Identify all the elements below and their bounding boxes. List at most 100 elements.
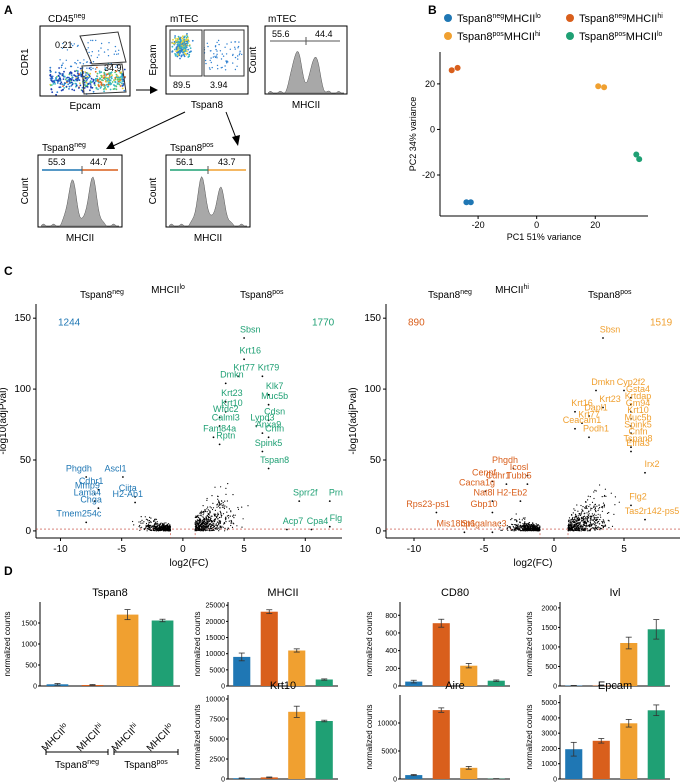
density-point (109, 76, 111, 79)
volcano-point (538, 528, 541, 530)
volcano-point (574, 509, 576, 511)
density-point (51, 91, 54, 94)
bar-y-tick-label: 2000 (541, 605, 557, 612)
volcano-point (200, 510, 203, 512)
volcano-point (230, 522, 232, 525)
density-point (98, 54, 100, 56)
density-point (114, 45, 117, 48)
volcano-point (154, 520, 156, 522)
volcano-highlight-point (505, 483, 508, 485)
volcano-point (226, 515, 228, 517)
histogram-tspan8pos-mhcii: Tspan8pos 56.1 43.7 Count MHCII (148, 142, 251, 244)
pca-y-tick-label: 0 (430, 124, 435, 134)
density-point (86, 78, 88, 81)
volcano-point (205, 510, 207, 513)
volcano-point (573, 519, 575, 521)
density-point (67, 83, 70, 86)
bar-chart-title: Ivl (610, 587, 621, 599)
bar-y-tick-label: 5000 (381, 749, 397, 756)
volcano-gene-label-pos: Lypd3 (250, 412, 274, 422)
density-point (220, 58, 223, 60)
volcano-point (595, 528, 597, 530)
plot2-density (171, 33, 243, 71)
volcano-point (205, 516, 207, 518)
volcano-point (202, 520, 204, 522)
volcano-point (579, 514, 581, 516)
density-point (62, 88, 64, 91)
density-point (71, 76, 74, 79)
volcano-point (518, 529, 521, 531)
bar-y-tick-label: 500 (25, 663, 37, 670)
density-point (186, 33, 188, 35)
density-point (106, 85, 109, 88)
density-point (91, 80, 94, 83)
density-point (59, 72, 61, 75)
density-point (56, 82, 59, 84)
volcano-point (210, 517, 212, 519)
volcano-point (200, 524, 202, 527)
volcano-point (522, 517, 525, 519)
plot3-ylabel: Count (248, 46, 259, 73)
volcano-point (216, 514, 218, 516)
volcano-point (230, 521, 232, 523)
bar-ylabel: normalized counts (365, 612, 374, 677)
volcano-point (203, 517, 205, 520)
density-point (97, 88, 99, 91)
volcano-point (594, 526, 597, 528)
volcano-point (584, 527, 586, 530)
volcano-point (580, 530, 582, 532)
volcano-gene-label-neg: Tmem254c (56, 509, 102, 519)
density-point (232, 54, 234, 57)
volcano-point (207, 513, 209, 516)
volcano-point (140, 521, 142, 523)
svg-text:Tspan8neg: Tspan8neg (428, 289, 472, 301)
pca-x-tick-label: 20 (590, 220, 600, 230)
plot2-title: mTEC (170, 14, 198, 25)
volcano-point (529, 523, 531, 526)
density-point (61, 47, 64, 49)
volcano-point (197, 522, 199, 524)
volcano-point (527, 523, 529, 525)
density-point (215, 48, 217, 51)
volcano-point (216, 516, 218, 518)
plot4-right-pct: 44.7 (90, 157, 108, 167)
volcano-gene-label-pos: Spink5 (255, 438, 283, 448)
volcano-point (568, 520, 570, 522)
volcano-point (200, 521, 202, 523)
volcano-point (572, 516, 574, 519)
volcano-point (602, 507, 604, 509)
volcano-point (529, 527, 531, 529)
volcano-point (210, 507, 212, 509)
bar-y-tick-label: 1000 (541, 761, 557, 768)
plot4-title-sup: neg (74, 142, 86, 149)
density-point (114, 71, 116, 74)
volcano-point (225, 493, 227, 495)
volcano-point (147, 520, 149, 522)
volcano-point (605, 525, 607, 527)
density-point (50, 84, 52, 87)
density-point (175, 48, 178, 50)
volcano-y-tick-label: 100 (14, 384, 31, 395)
volcano-point (146, 524, 148, 527)
density-point (54, 71, 57, 74)
density-point (94, 78, 97, 81)
density-point (217, 68, 219, 70)
volcano-point (510, 519, 512, 521)
density-point (177, 50, 180, 53)
volcano-highlight-point (588, 415, 590, 417)
volcano-point (581, 519, 583, 521)
volcano-gene-label-pos: Wfdc2 (213, 404, 239, 414)
volcano-x-tick-label: -10 (53, 544, 68, 555)
volcano-point (147, 524, 150, 527)
volcano-point (213, 525, 216, 528)
volcano-highlight-point (267, 393, 270, 396)
volcano-point (587, 521, 589, 523)
volcano-point (600, 506, 603, 508)
volcano-point (212, 507, 215, 509)
volcano-point (154, 518, 156, 520)
volcano-point (152, 529, 154, 532)
density-point (60, 64, 63, 67)
density-point (74, 70, 76, 73)
density-point (58, 86, 61, 89)
volcano-point (589, 504, 591, 506)
